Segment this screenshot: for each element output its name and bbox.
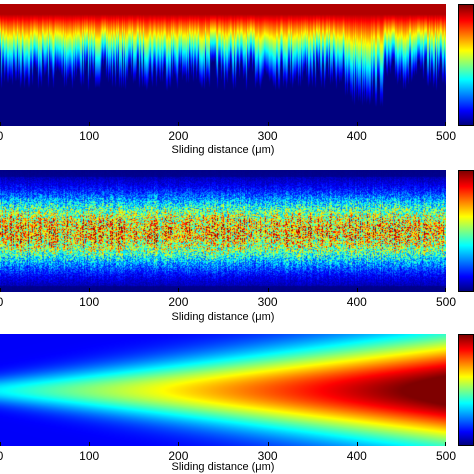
x-tick-label: 300 xyxy=(257,449,278,463)
x-tick-mark xyxy=(89,122,91,126)
x-tick-mark xyxy=(89,442,91,446)
x-tick-label: 500 xyxy=(435,449,457,463)
heatmap-plot-middle xyxy=(0,170,446,292)
x-tick-label: 500 xyxy=(435,129,457,143)
colorbar-top xyxy=(458,4,474,126)
x-tick-mark xyxy=(356,442,358,446)
x-tick-mark xyxy=(267,442,269,446)
x-tick-label: 0 xyxy=(0,449,3,463)
x-axis-label-middle: Sliding distance (μm) xyxy=(171,311,275,323)
x-tick-label: 300 xyxy=(257,129,278,143)
x-tick-label: 100 xyxy=(79,295,100,309)
x-tick-label: 500 xyxy=(435,295,457,309)
heatmap-plot-top xyxy=(0,4,446,126)
x-tick-label: 100 xyxy=(79,129,100,143)
heatmap-panel-middle: 0 100 200 300 400 500 Sliding distance (μm) xyxy=(0,160,474,323)
colorbar-bottom xyxy=(458,334,474,446)
heatmap-panel-bottom: 0 100 200 300 400 500 Sliding distance (μm) xyxy=(0,320,474,474)
x-tick-mark xyxy=(0,122,1,126)
x-tick-label: 400 xyxy=(346,129,367,143)
x-tick-label: 0 xyxy=(0,295,3,309)
x-tick-mark xyxy=(445,288,446,292)
colorbar-middle xyxy=(458,170,474,292)
x-tick-mark xyxy=(0,288,1,292)
x-tick-label: 300 xyxy=(257,295,278,309)
heatmap-canvas-middle xyxy=(0,170,446,292)
x-tick-mark xyxy=(178,442,180,446)
x-axis-label-bottom: Sliding distance (μm) xyxy=(171,461,275,473)
x-tick-label: 200 xyxy=(168,129,189,143)
x-tick-label: 400 xyxy=(346,449,367,463)
heatmap-plot-bottom xyxy=(0,334,446,446)
x-tick-mark xyxy=(0,442,1,446)
x-tick-label: 0 xyxy=(0,129,3,143)
x-tick-mark xyxy=(267,288,269,292)
x-tick-label: 400 xyxy=(346,295,367,309)
x-tick-mark xyxy=(445,122,446,126)
x-tick-mark xyxy=(445,442,446,446)
x-tick-mark xyxy=(178,122,180,126)
x-tick-mark xyxy=(267,122,269,126)
x-tick-label: 200 xyxy=(168,295,189,309)
x-tick-mark xyxy=(356,122,358,126)
heatmap-canvas-bottom xyxy=(0,334,446,446)
x-tick-label: 200 xyxy=(168,449,189,463)
heatmap-canvas-top xyxy=(0,4,446,126)
x-tick-mark xyxy=(178,288,180,292)
x-tick-label: 100 xyxy=(79,449,100,463)
x-axis-label-top: Sliding distance (μm) xyxy=(171,144,275,156)
heatmap-panel-top: 0 100 200 300 400 500 Sliding distance (μm) xyxy=(0,0,474,160)
x-tick-mark xyxy=(89,288,91,292)
x-tick-mark xyxy=(356,288,358,292)
